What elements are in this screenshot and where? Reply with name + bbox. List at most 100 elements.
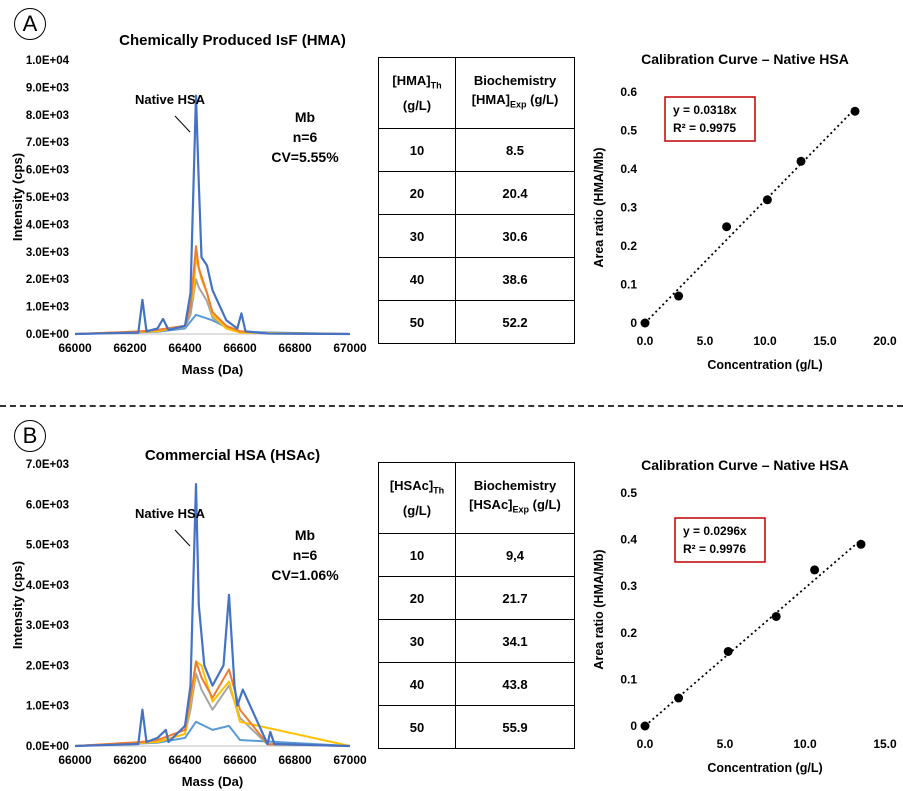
y-tick-label: 1.0E+03 [26, 701, 69, 713]
stats-label: CV=1.06% [271, 567, 339, 583]
table-cell: 20.4 [455, 171, 575, 215]
y-tick-label: 0.0E+00 [26, 329, 69, 341]
data-point [856, 539, 866, 549]
x-tick-label: 15.0 [813, 334, 837, 348]
x-tick-label: 66800 [278, 753, 312, 767]
data-point [640, 721, 650, 731]
peak-annotation: Native HSA [135, 92, 206, 107]
y-tick-label: 3.0E+03 [26, 247, 69, 259]
r-squared: R² = 0.9976 [683, 542, 746, 556]
data-point [722, 222, 732, 232]
trendline-equation: y = 0.0296x [683, 524, 747, 538]
trendline [644, 108, 856, 324]
y-tick-label: 0.5 [620, 124, 637, 138]
chart-title: Calibration Curve – Native HSA [641, 457, 849, 473]
table-cell: 38.6 [455, 257, 575, 301]
table-cell: 30 [378, 619, 456, 663]
x-tick-label: 0.0 [637, 334, 654, 348]
y-tick-label: 0.3 [620, 579, 637, 593]
y-tick-label: 5.0E+03 [26, 540, 69, 552]
panel-label-b: B [14, 420, 46, 452]
stats-label: Mb [295, 109, 315, 125]
x-tick-label: 66200 [113, 341, 147, 355]
stats-label: n=6 [293, 129, 318, 145]
x-tick-label: 67000 [333, 341, 367, 355]
r-squared: R² = 0.9975 [673, 121, 736, 135]
data-point [796, 156, 806, 166]
panel-label-a: A [14, 8, 46, 40]
y-tick-label: 0.4 [620, 162, 637, 176]
y-tick-label: 0.2 [620, 239, 637, 253]
table-header-experimental: Biochemistry [HSAc]Exp (g/L) [455, 462, 575, 534]
table-header-row: [HSAc]Th (g/L) Biochemistry [HSAc]Exp (g… [378, 462, 575, 534]
y-tick-label: 3.0E+03 [26, 620, 69, 632]
y-tick-label: 0.0E+00 [26, 741, 69, 753]
data-point [762, 195, 772, 205]
data-point [674, 291, 684, 301]
calibration-chart-b: Calibration Curve – Native HSA 0 0.1 0.2 0.3… [592, 457, 897, 775]
trendline-equation: y = 0.0318x [673, 103, 737, 117]
chart-title: Calibration Curve – Native HSA [641, 51, 849, 67]
annotation-pointer [174, 529, 191, 547]
concentration-table-a: [HMA]Th (g/L) Biochemistry [HMA]Exp (g/L… [378, 57, 575, 344]
spectrum-series-line [74, 720, 351, 747]
x-tick-label: 10.0 [793, 737, 817, 751]
y-tick-label: 0 [630, 316, 637, 330]
spectrum-series-line [74, 256, 351, 335]
table-row: 50 55.9 [378, 705, 575, 749]
x-tick-label: 66400 [168, 753, 202, 767]
spectrum-series-line [74, 482, 351, 748]
spectrum-series-line [74, 660, 351, 747]
y-tick-label: 1.0E+03 [26, 302, 69, 314]
y-tick-label: 6.0E+03 [26, 165, 69, 177]
table-cell: 40 [378, 257, 456, 301]
table-cell: 10 [378, 533, 456, 577]
chart-title: Chemically Produced IsF (HMA) [119, 32, 346, 49]
table-row: 50 52.2 [378, 300, 575, 344]
table-row: 20 21.7 [378, 576, 575, 620]
annotation-pointer [174, 115, 191, 133]
table-cell: 20 [378, 171, 456, 215]
table-cell: 30.6 [455, 214, 575, 258]
spectrum-series-line [74, 245, 351, 335]
table-cell: 55.9 [455, 705, 575, 749]
section-divider [0, 405, 903, 407]
table-cell: 50 [378, 705, 456, 749]
x-axis-label: Concentration (g/L) [707, 358, 822, 372]
table-cell: 10 [378, 128, 456, 172]
y-tick-label: 0 [630, 719, 637, 733]
table-cell: 40 [378, 662, 456, 706]
y-tick-label: 0.6 [620, 85, 637, 99]
table-row: 10 9,4 [378, 533, 575, 577]
table-header-theoretical: [HMA]Th (g/L) [378, 57, 456, 129]
table-cell: 8.5 [455, 128, 575, 172]
spectrum-series-line [74, 94, 351, 336]
spectrum-chart-a: Chemically Produced IsF (HMA) 0.0E+00 1.0E… [10, 32, 367, 377]
y-tick-label: 9.0E+03 [26, 82, 69, 94]
y-tick-label: 0.2 [620, 626, 637, 640]
y-tick-label: 1.0E+04 [26, 55, 70, 67]
peak-annotation: Native HSA [135, 506, 206, 521]
table-cell: 20 [378, 576, 456, 620]
table-cell: 52.2 [455, 300, 575, 344]
spectrum-chart-b: Commercial HSA (HSAc) 0.0E+00 1.0E+03 2.0E+… [10, 447, 367, 789]
y-tick-label: 2.0E+03 [26, 660, 69, 672]
y-tick-label: 6.0E+03 [26, 499, 69, 511]
x-tick-label: 66000 [58, 753, 92, 767]
table-header-row: [HMA]Th (g/L) Biochemistry [HMA]Exp (g/L… [378, 57, 575, 129]
data-point [771, 611, 781, 621]
equation-box [674, 517, 766, 563]
x-tick-label: 66200 [113, 753, 147, 767]
data-point [674, 693, 684, 703]
y-tick-label: 0.4 [620, 533, 637, 547]
equation-box [664, 96, 756, 142]
calibration-chart-a: Calibration Curve – Native HSA 0 0.1 0.2 0.3… [592, 51, 897, 372]
x-tick-label: 10.0 [753, 334, 777, 348]
x-axis-label: Concentration (g/L) [707, 761, 822, 775]
x-tick-label: 66600 [223, 341, 257, 355]
y-tick-label: 4.0E+03 [26, 580, 69, 592]
table-row: 10 8.5 [378, 128, 575, 172]
x-tick-label: 5.0 [697, 334, 714, 348]
table-row: 20 20.4 [378, 171, 575, 215]
x-tick-label: 15.0 [873, 737, 897, 751]
